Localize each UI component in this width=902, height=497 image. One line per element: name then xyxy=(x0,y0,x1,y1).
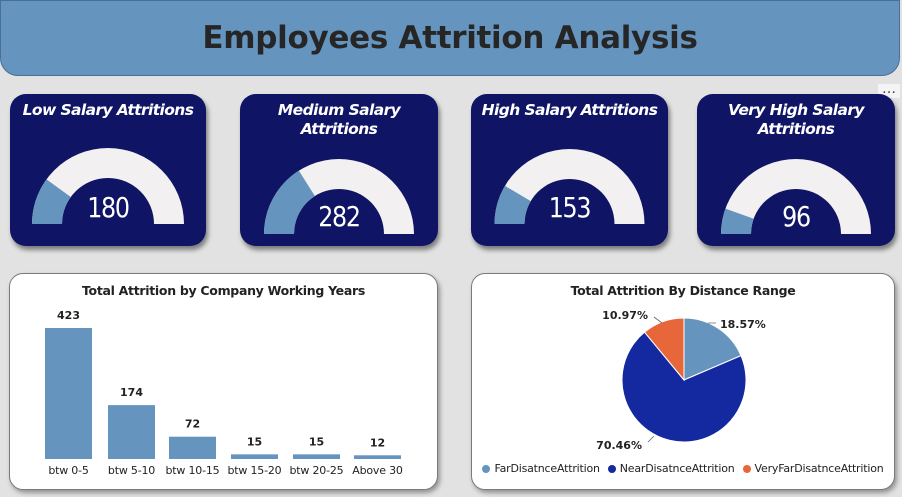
gauge-chart xyxy=(494,149,645,224)
bar-data-label: 12 xyxy=(370,436,385,449)
bar-chart-title: Total Attrition by Company Working Years xyxy=(81,283,365,298)
gauge-card-high-salary: High Salary Attritions 153 xyxy=(471,94,668,246)
x-tick-label: btw 5-10 xyxy=(108,464,155,477)
bar xyxy=(45,328,92,459)
gauge-fill xyxy=(721,208,754,234)
dashboard-title: Employees Attrition Analysis xyxy=(202,20,698,56)
x-tick-label: btw 10-15 xyxy=(166,464,220,477)
legend-item-near[interactable]: NearDisatnceAttrition xyxy=(607,462,735,475)
legend-dot-icon xyxy=(482,464,491,473)
pie-data-label: 70.46% xyxy=(596,439,642,452)
gauge-fill xyxy=(494,185,531,224)
bar xyxy=(354,455,401,459)
gauge-track xyxy=(721,159,871,234)
bar-data-label: 72 xyxy=(185,418,200,431)
gauge-chart xyxy=(721,159,871,234)
legend-dot-icon xyxy=(607,464,616,473)
pie-slice xyxy=(643,317,685,382)
dashboard-header: Employees Attrition Analysis xyxy=(0,0,900,76)
gauge-title: Low Salary Attritions xyxy=(22,101,194,119)
gauge-card-low-salary: Low Salary Attritions 180 xyxy=(10,94,206,246)
gauge-title: Medium Salary Attritions xyxy=(277,101,401,138)
gauge-card-very-high-salary: Very High Salary Attritions 96 xyxy=(697,94,895,246)
gauge-chart xyxy=(32,148,184,224)
gauge-card-medium-salary: Medium Salary Attritions 282 xyxy=(240,94,438,246)
x-tick-label: Above 30 xyxy=(352,464,403,477)
gauge-fill xyxy=(264,170,315,234)
gauge-track xyxy=(494,149,645,224)
pie-chart: 18.57% 70.46% 10.97% xyxy=(596,309,766,452)
gauge-title: Very High Salary Attritions xyxy=(728,101,864,138)
pie-data-label: 18.57% xyxy=(720,318,766,331)
pie-legend: FarDisatnceAttrition NearDisatnceAttriti… xyxy=(472,462,894,475)
pie-chart-title: Total Attrition By Distance Range xyxy=(570,283,796,298)
x-tick-label: btw 20-25 xyxy=(290,464,344,477)
gauge-value: 180 xyxy=(87,191,130,224)
gauge-track xyxy=(32,148,184,224)
gauge-value: 96 xyxy=(782,200,811,233)
bar xyxy=(293,454,340,459)
gauge-title: High Salary Attritions xyxy=(481,101,658,119)
bar-chart-panel: Total Attrition by Company Working Years… xyxy=(9,273,438,490)
legend-item-very-far[interactable]: VeryFarDisatnceAttrition xyxy=(742,462,884,475)
pie-leader-line xyxy=(653,316,663,324)
pie-data-label: 10.97% xyxy=(602,309,648,322)
legend-item-far[interactable]: FarDisatnceAttrition xyxy=(482,462,600,475)
legend-label: NearDisatnceAttrition xyxy=(619,462,735,475)
bar xyxy=(169,436,216,459)
gauge-fill xyxy=(32,179,71,224)
pie-slice xyxy=(621,331,747,443)
bar-data-label: 15 xyxy=(247,435,262,448)
gauge-chart xyxy=(264,159,414,234)
bar-chart: 423 btw 0-5 174 btw 5-10 72 btw 10-15 15 btw 15… xyxy=(45,309,403,477)
bar xyxy=(108,405,155,459)
legend-label: FarDisatnceAttrition xyxy=(494,462,600,475)
bar-data-label: 15 xyxy=(309,435,324,448)
x-tick-label: btw 0-5 xyxy=(48,464,89,477)
gauge-value: 153 xyxy=(548,191,592,224)
legend-dot-icon xyxy=(742,464,751,473)
bar-data-label: 174 xyxy=(120,386,143,399)
bar xyxy=(231,454,278,459)
pie-chart-panel: Total Attrition By Distance Range 18.57%… xyxy=(471,273,895,490)
x-tick-label: btw 15-20 xyxy=(228,464,282,477)
gauge-value: 282 xyxy=(318,200,361,233)
legend-label: VeryFarDisatnceAttrition xyxy=(754,462,884,475)
pie-slice xyxy=(683,317,742,381)
bar-data-label: 423 xyxy=(57,309,80,322)
pie-leader-line xyxy=(647,435,655,443)
